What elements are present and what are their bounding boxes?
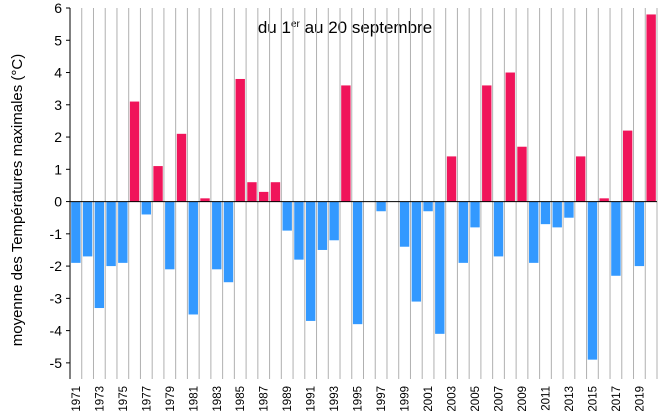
x-tick-label: 2003 — [447, 386, 459, 412]
x-tick-label: 1989 — [282, 386, 294, 412]
bar — [341, 85, 351, 202]
bar — [482, 85, 492, 202]
x-tick-label: 1983 — [212, 386, 224, 412]
y-tick-label: 3 — [54, 97, 62, 113]
y-tick-label: -1 — [50, 226, 63, 242]
y-tick-label: 5 — [54, 32, 62, 48]
bar — [212, 201, 222, 270]
bar — [82, 201, 93, 257]
x-tick-label: 1979 — [165, 386, 177, 412]
x-tick-label: 1991 — [306, 386, 318, 412]
bar — [352, 201, 363, 325]
bar — [423, 201, 433, 212]
x-tick-label: 1993 — [329, 386, 341, 412]
bar — [529, 201, 539, 263]
y-tick-label: -3 — [50, 290, 63, 306]
bar — [611, 201, 621, 276]
bar — [94, 201, 105, 309]
x-tick-label: 1971 — [71, 386, 83, 412]
bar — [505, 72, 515, 202]
bar — [399, 201, 410, 247]
bar — [470, 201, 480, 228]
bar — [646, 14, 656, 202]
bar — [305, 201, 316, 321]
x-tick-label: 2015 — [587, 386, 599, 412]
title-superscript: er — [291, 19, 301, 30]
bar — [282, 201, 292, 231]
bar — [411, 201, 422, 302]
x-tick-label: 1985 — [235, 386, 247, 412]
bar — [153, 166, 163, 202]
bar — [458, 201, 468, 263]
chart-title: du 1er au 20 septembre — [258, 18, 432, 37]
y-tick-label: 4 — [54, 65, 62, 81]
x-tick-label: 1973 — [94, 386, 106, 412]
bar — [435, 201, 445, 334]
bar — [540, 201, 551, 225]
bar — [493, 201, 504, 257]
bar — [317, 201, 328, 250]
bar — [200, 198, 210, 202]
x-tick-label: 1995 — [353, 386, 365, 412]
x-tick-label: 2001 — [423, 386, 435, 412]
x-tick-label: 2011 — [540, 386, 552, 411]
y-tick-label: -2 — [50, 258, 63, 274]
x-tick-label: 1975 — [118, 386, 130, 412]
bar — [223, 201, 234, 283]
bar — [129, 101, 140, 202]
x-tick-label: 2007 — [494, 386, 506, 412]
bar — [165, 201, 175, 270]
bar — [71, 201, 81, 263]
bar — [599, 198, 609, 202]
y-tick-label: 1 — [54, 161, 62, 177]
x-tick-label: 2019 — [634, 386, 646, 412]
bar — [188, 201, 198, 315]
title-part: du 1 — [258, 18, 291, 37]
x-tick-label: 2013 — [564, 386, 576, 412]
y-axis-label: moyenne des Températures maximales (°C) — [9, 54, 26, 347]
bar — [235, 78, 245, 202]
bar — [622, 130, 633, 202]
bar — [247, 182, 257, 202]
bar — [376, 201, 386, 212]
x-tick-label: 2009 — [517, 386, 529, 412]
bar — [294, 201, 304, 260]
bar — [176, 133, 187, 202]
y-tick-label: -4 — [50, 323, 63, 339]
bar — [575, 156, 586, 202]
x-tick-label: 1977 — [141, 386, 153, 412]
x-tick-label: 1999 — [400, 386, 412, 412]
x-tick-label: 1987 — [259, 386, 271, 412]
bar — [634, 201, 645, 267]
bar — [587, 201, 598, 360]
x-tick-label: 2005 — [470, 386, 482, 412]
y-tick-label: 0 — [54, 194, 62, 210]
title-part: au 20 septembre — [300, 18, 432, 37]
bar — [270, 182, 281, 202]
x-tick-label: 1997 — [376, 386, 388, 412]
bar — [564, 201, 574, 218]
bar — [446, 156, 457, 202]
bar — [118, 201, 128, 263]
x-tick-label: 2017 — [611, 386, 623, 412]
bar — [259, 191, 269, 202]
bar — [141, 201, 152, 215]
y-tick-label: -5 — [50, 355, 63, 371]
y-tick-label: 6 — [54, 0, 62, 16]
bar — [329, 201, 339, 241]
bar — [517, 146, 527, 202]
y-tick-label: 2 — [54, 129, 62, 145]
bar — [106, 201, 116, 267]
bar — [552, 201, 562, 228]
x-tick-label: 1981 — [188, 386, 200, 412]
